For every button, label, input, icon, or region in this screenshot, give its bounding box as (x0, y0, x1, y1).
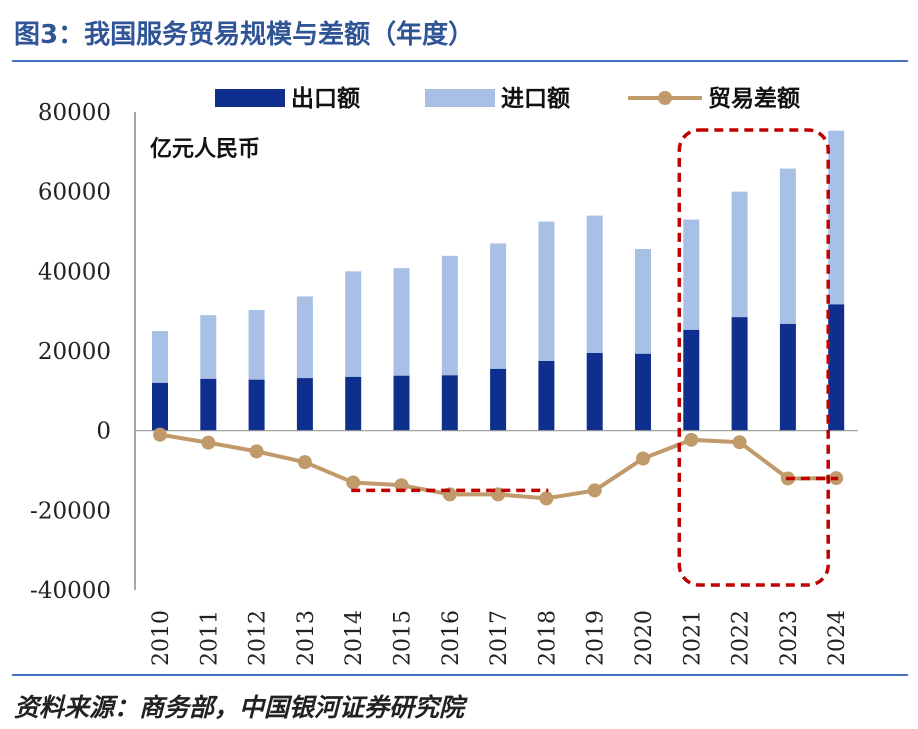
legend-label: 出口额 (291, 86, 360, 112)
footer-divider (12, 674, 908, 676)
x-tick-label: 2012 (246, 610, 271, 666)
import-bar (538, 221, 555, 361)
legend-swatch-export (215, 89, 285, 107)
balance-point (201, 435, 216, 450)
export-bar (683, 329, 700, 431)
unit-label: 亿元人民币 (150, 137, 260, 162)
legend-swatch-balance-marker (658, 91, 672, 105)
x-tick-label: 2014 (342, 610, 367, 666)
import-bar (393, 268, 410, 376)
y-tick-label: 60000 (38, 180, 111, 206)
import-bar (200, 315, 217, 379)
chart-svg: 80000 60000 40000 20000 0 -20000 -40000 2010 201… (30, 85, 858, 666)
export-bar (441, 375, 458, 431)
import-bar (586, 215, 603, 353)
balance-point (346, 475, 361, 490)
x-tick-label: 2010 (149, 610, 174, 666)
balance-point (684, 432, 699, 447)
import-bar (248, 309, 265, 380)
legend-swatch-import (425, 89, 495, 107)
export-bar (248, 379, 265, 431)
export-bar (538, 360, 555, 431)
x-tick-label: 2024 (825, 610, 850, 666)
balance-point (732, 435, 747, 450)
x-tick-label: 2022 (729, 610, 754, 666)
balance-point (539, 491, 554, 506)
y-tick-label: 20000 (38, 339, 111, 365)
export-bar (586, 352, 603, 431)
y-tick-label: -40000 (30, 578, 111, 604)
x-tick-label: 2011 (197, 610, 222, 666)
export-bar (345, 376, 362, 431)
legend-label: 贸易差额 (708, 85, 800, 112)
balance-point (153, 427, 167, 442)
export-bar (779, 323, 796, 431)
export-bar (635, 353, 651, 431)
export-bar (200, 378, 217, 431)
import-bar (683, 219, 700, 330)
balance-point (587, 483, 602, 498)
y-tick-label: -20000 (30, 498, 111, 524)
x-tick-label: 2019 (584, 610, 609, 666)
export-bar (152, 382, 168, 431)
x-tick-label: 2023 (777, 610, 802, 666)
import-bar (441, 255, 458, 376)
x-tick-label: 2015 (391, 610, 416, 666)
import-bar (635, 249, 651, 354)
import-bar (490, 243, 507, 369)
import-bar (731, 191, 748, 318)
export-bar (828, 304, 845, 431)
import-bar (779, 168, 796, 324)
highlight-dashed-box (677, 128, 830, 587)
figure-title: 图3：我国服务贸易规模与差额（年度） (14, 20, 475, 50)
export-bar (296, 378, 313, 431)
export-bar (490, 368, 507, 431)
balance-point (249, 444, 264, 459)
x-tick-label: 2021 (680, 610, 705, 666)
source-note: 资料来源：商务部，中国银河证券研究院 (14, 693, 465, 722)
import-bar (345, 271, 362, 377)
import-bar (296, 296, 313, 379)
export-bar (393, 375, 410, 431)
legend-label: 进口额 (501, 86, 570, 112)
y-tick-label: 80000 (38, 100, 111, 126)
y-tick-label: 40000 (38, 259, 111, 285)
import-bar (152, 331, 168, 383)
y-tick-label: 0 (96, 419, 111, 445)
import-bar (828, 130, 845, 305)
x-tick-label: 2017 (487, 610, 512, 666)
legend: 出口额 进口额 贸易差额 (215, 85, 800, 112)
title-divider (12, 60, 908, 62)
x-tick-label: 2016 (439, 610, 464, 666)
plot-area: 80000 60000 40000 20000 0 -20000 -40000 2010 201… (30, 100, 858, 666)
balance-point (636, 451, 650, 466)
export-bar (731, 317, 748, 431)
x-tick-label: 2013 (294, 610, 319, 666)
balance-point (297, 455, 312, 470)
x-tick-label: 2018 (535, 610, 560, 666)
x-tick-label: 2020 (632, 610, 657, 666)
